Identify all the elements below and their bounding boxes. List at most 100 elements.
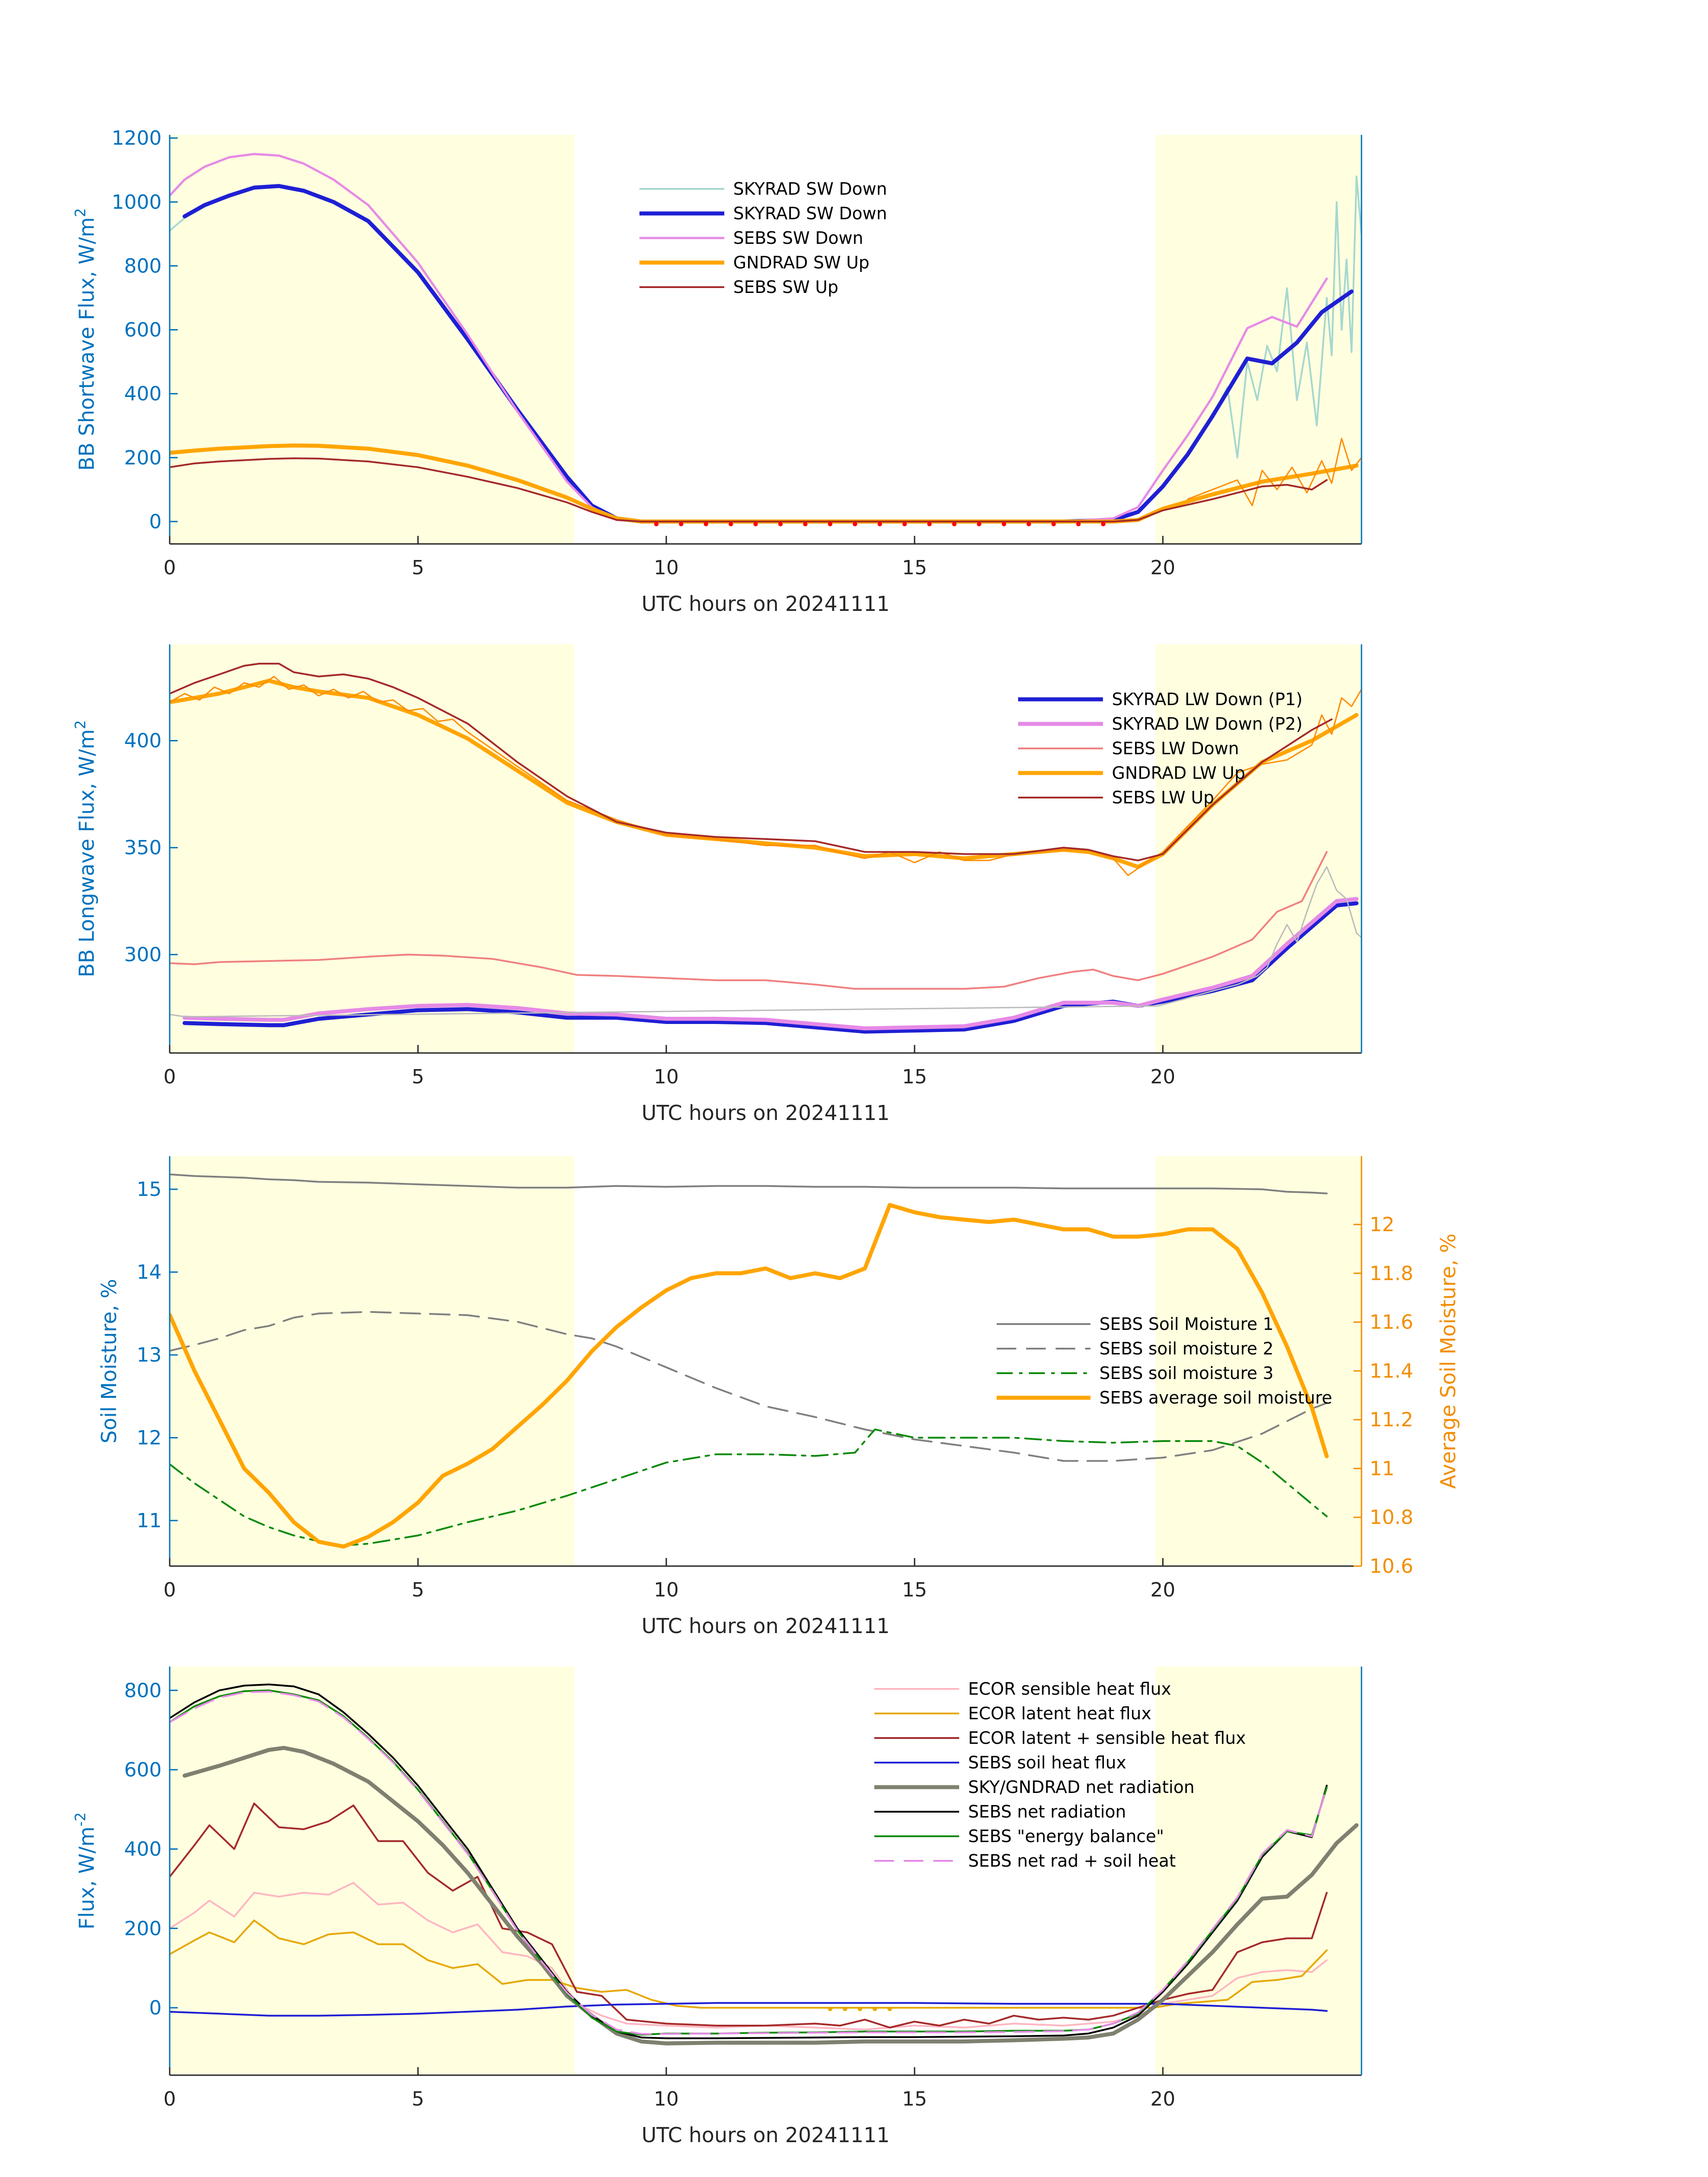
series-line-lw-1 bbox=[182, 897, 1359, 1031]
legend-label: SEBS net radiation bbox=[968, 1802, 1126, 1822]
y-right-tick-label: 12 bbox=[1370, 1213, 1395, 1236]
y-tick-label: 300 bbox=[124, 944, 162, 966]
y-right-tick-label: 11.6 bbox=[1370, 1311, 1413, 1334]
legend: SEBS Soil Moisture 1 SEBS soil moisture 2… bbox=[997, 1314, 1332, 1408]
daylight-shade-0 bbox=[170, 644, 575, 1053]
legend: SKYRAD SW Down SKYRAD SW Down SEBS SW Down… bbox=[639, 179, 887, 297]
y-tick-label: 400 bbox=[124, 730, 162, 752]
x-tick-label: 5 bbox=[412, 1066, 424, 1088]
series-line-sw-4 bbox=[1187, 438, 1361, 506]
x-tick-label: 10 bbox=[654, 556, 679, 579]
daylight-shade-0 bbox=[170, 1156, 575, 1566]
chart-soil: 0 5 10 15 20 11 12 13 14 15 10.6 10.8 11 11.2 11.4 11.6… bbox=[97, 1156, 1460, 1638]
series-line-lw-6 bbox=[170, 663, 1333, 861]
y-right-tick-label: 11 bbox=[1370, 1457, 1395, 1480]
x-axis-title: UTC hours on 20241111 bbox=[642, 1101, 890, 1125]
series-line-soil-3 bbox=[170, 1203, 1329, 1549]
x-tick-label: 0 bbox=[163, 1579, 176, 1601]
legend-label: SEBS SW Down bbox=[733, 228, 863, 248]
marker-sw-3 bbox=[728, 522, 733, 526]
y-tick-label: 0 bbox=[149, 1997, 162, 2019]
y-tick-label: 600 bbox=[124, 319, 162, 342]
legend-label: SEBS soil heat flux bbox=[968, 1753, 1126, 1772]
marker-sw-18 bbox=[1101, 522, 1106, 526]
x-tick-label: 5 bbox=[412, 2088, 424, 2110]
y-tick-label: 15 bbox=[137, 1178, 162, 1201]
daylight-shade-1 bbox=[1155, 1156, 1361, 1566]
legend-label: SEBS net rad + soil heat bbox=[968, 1851, 1176, 1871]
legend: SKYRAD LW Down (P1) SKYRAD LW Down (P2) SE… bbox=[1018, 689, 1303, 807]
marker-sw-7 bbox=[828, 522, 833, 526]
chart-lw: 0 5 10 15 20 300 350 400 UTC hours on 20241111 BB… bbox=[72, 644, 1362, 1125]
x-tick-label: 20 bbox=[1150, 556, 1175, 579]
x-tick-label: 20 bbox=[1150, 2088, 1175, 2110]
legend-label: SEBS Soil Moisture 1 bbox=[1099, 1314, 1274, 1334]
x-tick-label: 15 bbox=[902, 2088, 927, 2110]
series-line-flux-7 bbox=[170, 1691, 1328, 2035]
y-tick-label: 11 bbox=[137, 1509, 162, 1532]
legend-label: ECOR latent heat flux bbox=[968, 1704, 1151, 1723]
legend-label: SKYRAD LW Down (P2) bbox=[1112, 714, 1303, 734]
x-tick-label: 5 bbox=[412, 556, 424, 579]
y-tick-label: 200 bbox=[124, 1917, 162, 1940]
marker-sw-9 bbox=[877, 522, 882, 526]
series-group bbox=[170, 1173, 1329, 1549]
marker-sw-5 bbox=[778, 522, 783, 526]
x-tick-label: 20 bbox=[1150, 1066, 1175, 1088]
series-group bbox=[170, 1684, 1359, 2046]
x-tick-label: 0 bbox=[163, 1066, 176, 1088]
marker-sw-6 bbox=[803, 522, 808, 526]
series-line-flux-2 bbox=[170, 1802, 1328, 2029]
legend-label: SKYRAD LW Down (P1) bbox=[1112, 689, 1303, 709]
series-line-lw-2 bbox=[170, 866, 1361, 1018]
y-tick-label: 1000 bbox=[112, 191, 162, 213]
legend-label: SKY/GNDRAD net radiation bbox=[968, 1777, 1194, 1797]
x-axis-title: UTC hours on 20241111 bbox=[642, 1614, 890, 1638]
y-tick-label: 800 bbox=[124, 255, 162, 277]
y-tick-label: 14 bbox=[137, 1261, 162, 1284]
legend: ECOR sensible heat flux ECOR latent heat … bbox=[874, 1679, 1246, 1871]
marker-sw-2 bbox=[704, 522, 709, 526]
y-axis-title: Soil Moisture, % bbox=[97, 1279, 121, 1443]
legend-label: SEBS "energy balance" bbox=[968, 1826, 1164, 1846]
x-tick-label: 15 bbox=[902, 556, 927, 579]
marker-flux-2 bbox=[857, 2006, 862, 2011]
marker-flux-3 bbox=[873, 2006, 877, 2011]
x-tick-label: 15 bbox=[902, 1066, 927, 1088]
series-line-flux-0 bbox=[170, 1882, 1328, 2031]
marker-sw-14 bbox=[1002, 522, 1006, 526]
legend-label: SEBS LW Up bbox=[1112, 788, 1214, 807]
marker-sw-0 bbox=[654, 522, 659, 526]
marker-sw-10 bbox=[902, 522, 907, 526]
x-axis-title: UTC hours on 20241111 bbox=[642, 592, 890, 616]
daylight-shade-0 bbox=[170, 1667, 575, 2075]
x-tick-label: 5 bbox=[412, 1579, 424, 1601]
y-tick-label: 400 bbox=[124, 1838, 162, 1861]
marker-sw-17 bbox=[1076, 522, 1081, 526]
legend-label: ECOR sensible heat flux bbox=[968, 1679, 1171, 1699]
y-axis-title-superscript: 2 bbox=[72, 208, 89, 217]
series-line-soil-2 bbox=[170, 1429, 1328, 1546]
y-axis-title: Flux, W/m-2 bbox=[72, 1812, 99, 1930]
y-axis-title-superscript: -2 bbox=[72, 1812, 89, 1826]
y-axis-right-title: Average Soil Moisture, % bbox=[1436, 1233, 1460, 1489]
legend-label: SEBS soil moisture 3 bbox=[1099, 1363, 1274, 1383]
y-right-tick-label: 11.2 bbox=[1370, 1408, 1413, 1431]
series-line-soil-1 bbox=[170, 1311, 1328, 1462]
x-tick-label: 0 bbox=[163, 2088, 176, 2110]
legend-label: GNDRAD SW Up bbox=[733, 253, 869, 272]
marker-sw-11 bbox=[927, 522, 932, 526]
y-tick-label: 600 bbox=[124, 1759, 162, 1781]
legend-label: SEBS average soil moisture bbox=[1099, 1388, 1332, 1408]
x-tick-label: 10 bbox=[654, 1579, 679, 1601]
legend-label: SKYRAD SW Down bbox=[733, 179, 887, 199]
series-group bbox=[170, 153, 1361, 526]
marker-sw-8 bbox=[852, 522, 857, 526]
legend-label: SKYRAD SW Down bbox=[733, 204, 887, 223]
series-line-flux-4 bbox=[182, 1746, 1359, 2046]
series-line-flux-3 bbox=[170, 2002, 1328, 2017]
marker-sw-1 bbox=[679, 522, 684, 526]
daylight-shade-1 bbox=[1155, 135, 1361, 544]
